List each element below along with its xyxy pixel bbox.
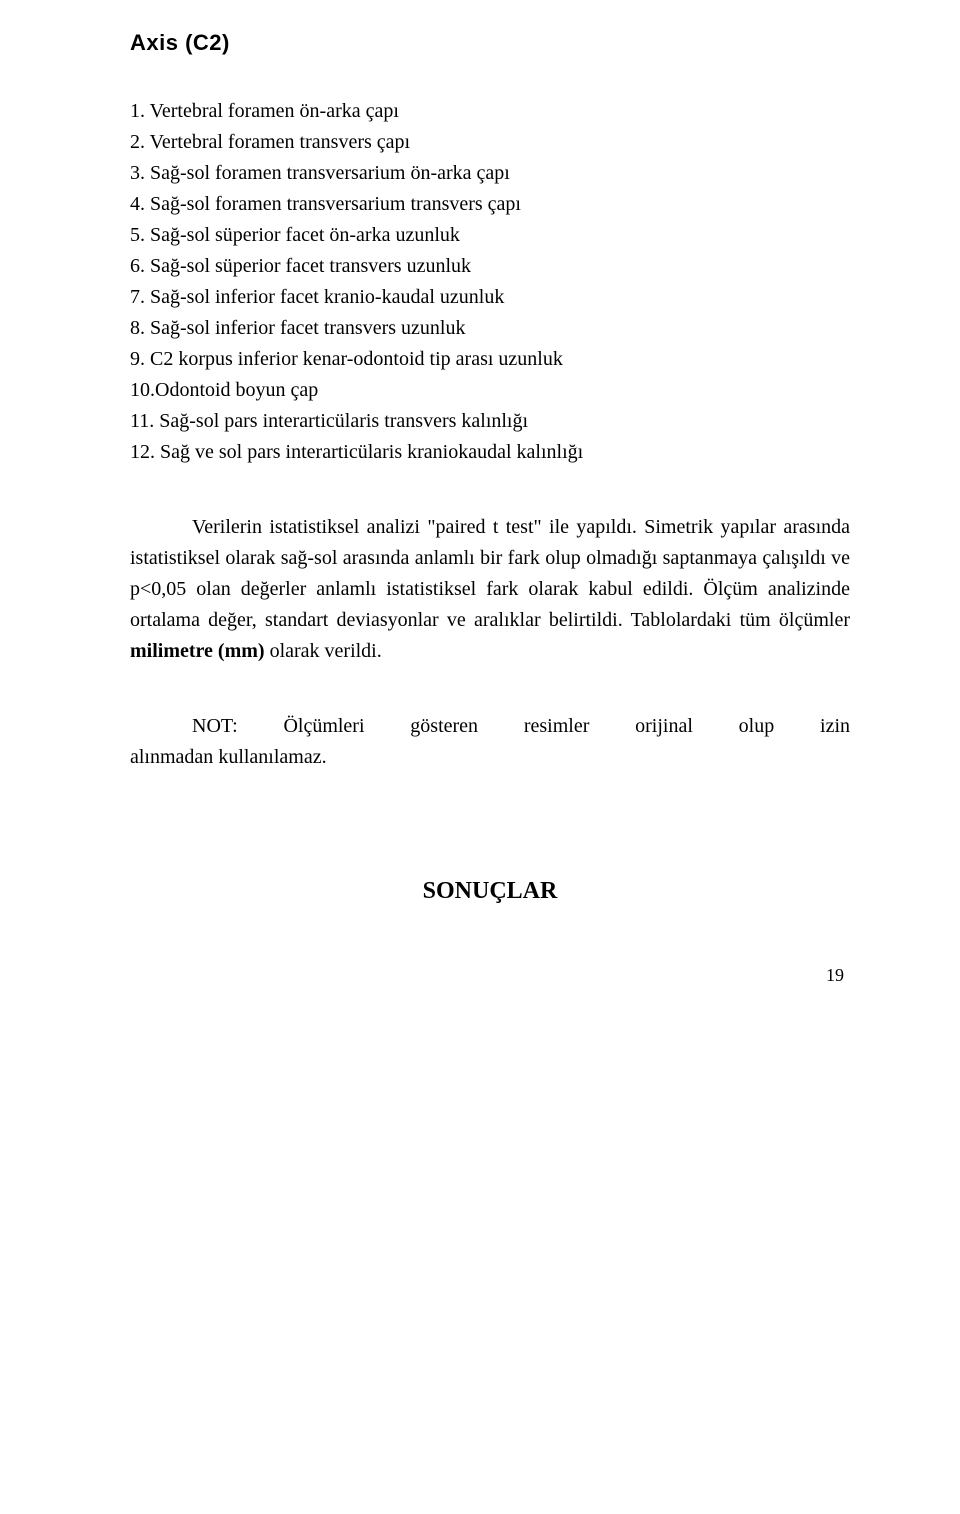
list-item: 4. Sağ-sol foramen transversarium transv… — [130, 189, 850, 220]
paragraph-text-tail: olarak verildi. — [265, 640, 382, 662]
list-item: 1. Vertebral foramen ön-arka çapı — [130, 96, 850, 127]
final-heading: SONUÇLAR — [130, 878, 850, 905]
list-item: 12. Sağ ve sol pars interarticülaris kra… — [130, 437, 850, 468]
paragraph-text: Verilerin istatistiksel analizi "paired … — [130, 516, 850, 631]
page-number: 19 — [130, 965, 850, 986]
list-item: 10.Odontoid boyun çap — [130, 375, 850, 406]
note-paragraph: NOT: Ölçümleri gösteren resimler orijina… — [130, 711, 850, 773]
section-heading: Axis (C2) — [130, 30, 850, 56]
note-line2: kullanılamaz. — [218, 746, 326, 768]
list-item: 3. Sağ-sol foramen transversarium ön-ark… — [130, 158, 850, 189]
list-item: 5. Sağ-sol süperior facet ön-arka uzunlu… — [130, 220, 850, 251]
list-item: 7. Sağ-sol inferior facet kranio-kaudal … — [130, 282, 850, 313]
list-item: 9. C2 korpus inferior kenar-odontoid tip… — [130, 344, 850, 375]
paragraph-bold: milimetre (mm) — [130, 640, 265, 662]
list-item: 8. Sağ-sol inferior facet transvers uzun… — [130, 313, 850, 344]
body-paragraph: Verilerin istatistiksel analizi "paired … — [130, 512, 850, 667]
numbered-list: 1. Vertebral foramen ön-arka çapı 2. Ver… — [130, 96, 850, 468]
list-item: 11. Sağ-sol pars interarticülaris transv… — [130, 406, 850, 437]
list-item: 2. Vertebral foramen transvers çapı — [130, 127, 850, 158]
list-item: 6. Sağ-sol süperior facet transvers uzun… — [130, 251, 850, 282]
